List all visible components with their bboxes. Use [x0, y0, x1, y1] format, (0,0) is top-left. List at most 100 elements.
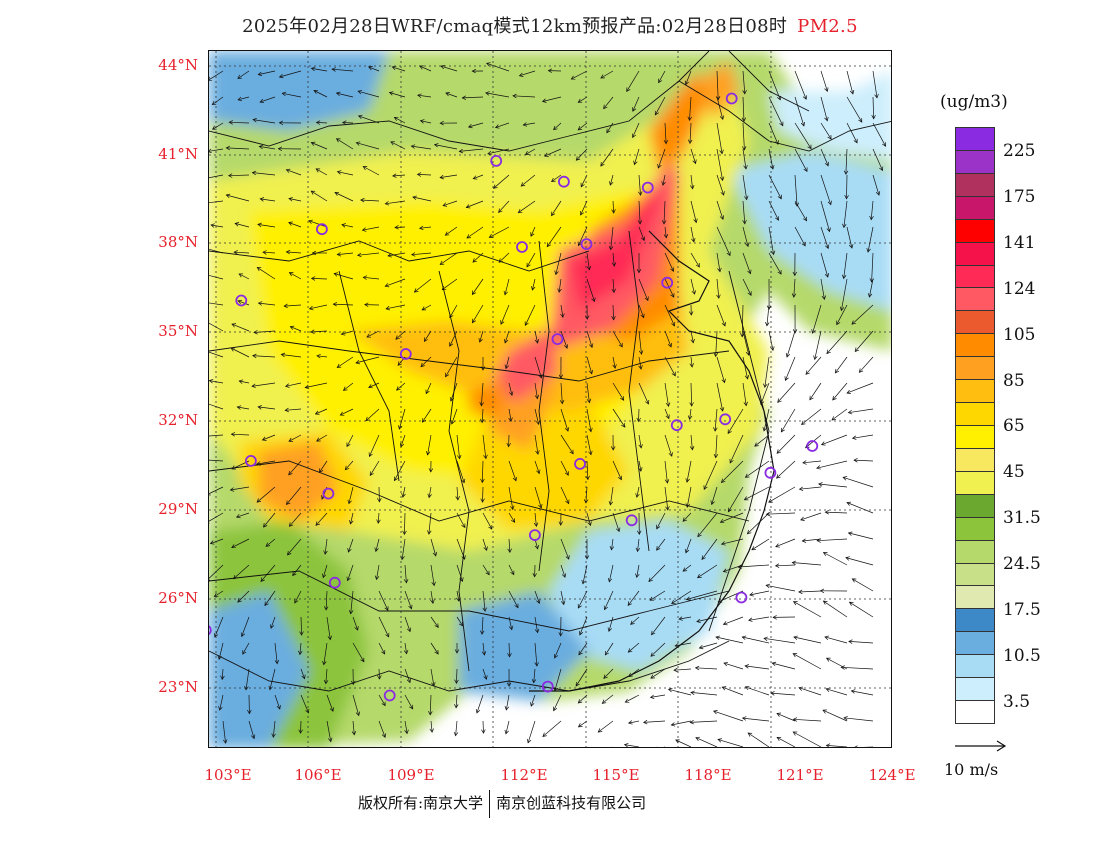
wind-arrow-head [350, 680, 356, 686]
city-marker [490, 155, 503, 167]
wind-arrow [690, 434, 693, 450]
wind-arrow-head [223, 739, 228, 744]
wind-arrow [445, 92, 458, 98]
wind-arrow-head [824, 116, 829, 122]
wind-arrow [482, 590, 486, 612]
legend-label: 65 [1003, 416, 1025, 436]
wind-arrow-head [404, 729, 409, 735]
wind-arrow [664, 122, 667, 144]
wind-arrow-head [550, 177, 556, 183]
wind-arrow [288, 434, 302, 442]
wind-arrow-head [678, 616, 683, 621]
wind-arrow-head [866, 247, 871, 253]
wind-arrow [245, 668, 250, 690]
wind-arrow [258, 406, 276, 410]
wind-arrow-head [285, 249, 291, 255]
wind-arrow [352, 720, 355, 735]
wind-arrow [612, 304, 614, 320]
pollutant-name: PM2.5 [797, 16, 858, 37]
wind-arrow-head [485, 570, 490, 576]
wind-arrow [327, 746, 328, 747]
wind-arrow-head [665, 414, 670, 420]
wind-arrow [826, 688, 848, 696]
wind-arrow-head [339, 411, 345, 416]
wind-arrow-head [836, 320, 841, 326]
color-bar-swatch [955, 470, 995, 495]
wind-arrow-head [432, 551, 438, 557]
wind-arrow [638, 460, 642, 472]
wind-arrow [455, 720, 458, 736]
wind-arrow [863, 746, 873, 747]
wind-arrow [362, 226, 380, 231]
wind-arrow [852, 434, 874, 439]
wind-arrow-head [747, 269, 752, 275]
wind-arrow-head [588, 450, 593, 456]
wind-arrow [287, 538, 302, 556]
wind-arrow [334, 192, 354, 202]
wind-arrow [612, 460, 622, 480]
wind-arrow-head [483, 546, 488, 551]
wind-arrow-head [504, 338, 509, 344]
wind-arrow-head [635, 547, 641, 553]
wind-arrow [826, 330, 848, 354]
wind-arrow [286, 486, 302, 505]
wind-arrow [462, 96, 484, 99]
wind-arrow [610, 486, 614, 505]
wind-arrow-head [419, 119, 425, 124]
wind-arrow [472, 304, 484, 323]
wind-arrow [456, 616, 463, 626]
wind-arrow-head [349, 520, 354, 525]
wind-arrow-head [649, 694, 655, 700]
wind-arrow [472, 252, 484, 263]
wind-arrow [456, 512, 466, 528]
wind-arrow-head [336, 363, 342, 368]
wind-arrow [820, 148, 829, 166]
wind-arrow [638, 304, 645, 318]
wind-arrow [742, 330, 750, 356]
wind-arrow-head [713, 710, 718, 715]
wind-arrow-head [798, 486, 804, 492]
wind-arrow [690, 330, 694, 343]
wind-arrow [820, 278, 825, 300]
wind-arrow [663, 200, 666, 224]
wind-arrow-head [841, 274, 847, 280]
city-marker [399, 348, 412, 360]
wind-arrow [526, 252, 536, 268]
wind-arrow-head [431, 681, 436, 687]
wind-arrow [290, 326, 302, 332]
wind-arrow [586, 252, 590, 270]
wind-arrow [716, 96, 724, 120]
wind-arrow [315, 168, 328, 176]
wind-arrow-head [461, 95, 467, 100]
wind-arrow [237, 300, 250, 306]
wind-arrow-head [256, 461, 261, 466]
wind-arrow [512, 95, 536, 98]
wind-arrow-head [230, 347, 236, 352]
wind-arrow [311, 142, 328, 150]
wind-arrow [272, 720, 276, 738]
wind-arrow-head [498, 208, 503, 213]
wind-arrow-head [298, 650, 303, 656]
wind-arrow-head [765, 583, 771, 589]
wind-arrow [285, 408, 302, 411]
wind-arrow-head [717, 267, 722, 273]
wind-arrow-head [351, 730, 357, 736]
wind-arrow [237, 406, 250, 410]
wind-arrow [638, 174, 641, 196]
wind-arrow-head [611, 262, 617, 267]
wind-arrow [316, 355, 328, 358]
wind-arrow-head [322, 573, 327, 579]
wind-arrow [777, 382, 796, 403]
wind-arrow-head [417, 93, 422, 98]
wind-arrow-head [456, 597, 461, 602]
wind-arrow-head [565, 499, 570, 505]
wind-arrow-head [238, 273, 244, 278]
wind-arrow-head [774, 216, 779, 221]
wind-arrow-head [385, 632, 390, 638]
wind-arrow-head [785, 352, 791, 358]
wind-arrow [258, 302, 276, 306]
wind-arrow [209, 403, 224, 410]
wind-arrow [586, 512, 591, 526]
wind-arrow [560, 382, 563, 404]
wind-arrow [519, 70, 536, 77]
